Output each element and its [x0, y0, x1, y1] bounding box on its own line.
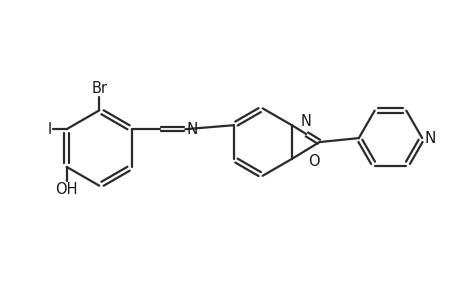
Text: Br: Br: [91, 80, 107, 95]
Text: O: O: [308, 154, 319, 169]
Text: N: N: [186, 122, 197, 137]
Text: N: N: [423, 130, 435, 146]
Text: I: I: [47, 122, 52, 137]
Text: N: N: [300, 114, 311, 129]
Text: OH: OH: [55, 182, 78, 197]
